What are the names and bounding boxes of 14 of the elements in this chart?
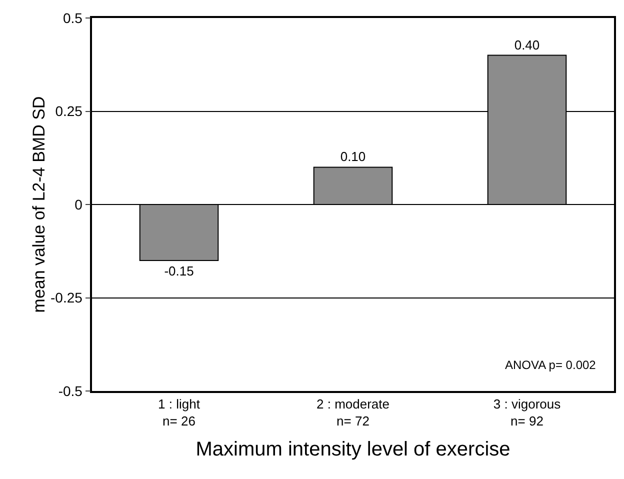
x-tick-label: 1 : light n= 26 — [158, 396, 200, 428]
data-label: -0.15 — [164, 263, 194, 278]
y-tick-label: 0.25 — [55, 103, 83, 120]
y-tick-label: -0.25 — [50, 290, 83, 306]
x-tick-label: 2 : moderate n= 72 — [316, 396, 390, 428]
y-tick-label: -0.5 — [58, 382, 83, 399]
y-tick-label: 0 — [74, 196, 83, 212]
data-label: 0.40 — [514, 37, 540, 52]
x-tick-label: 3 : vigorous n= 92 — [493, 396, 562, 428]
annotation: ANOVA p= 0.002 — [505, 358, 596, 372]
data-label: 0.10 — [340, 149, 366, 164]
y-tick-label: 0.5 — [62, 10, 83, 26]
y-axis-title: mean value of L2-4 BMD SD — [30, 96, 49, 313]
x-axis-title: Maximum intensity level of exercise — [196, 438, 510, 460]
